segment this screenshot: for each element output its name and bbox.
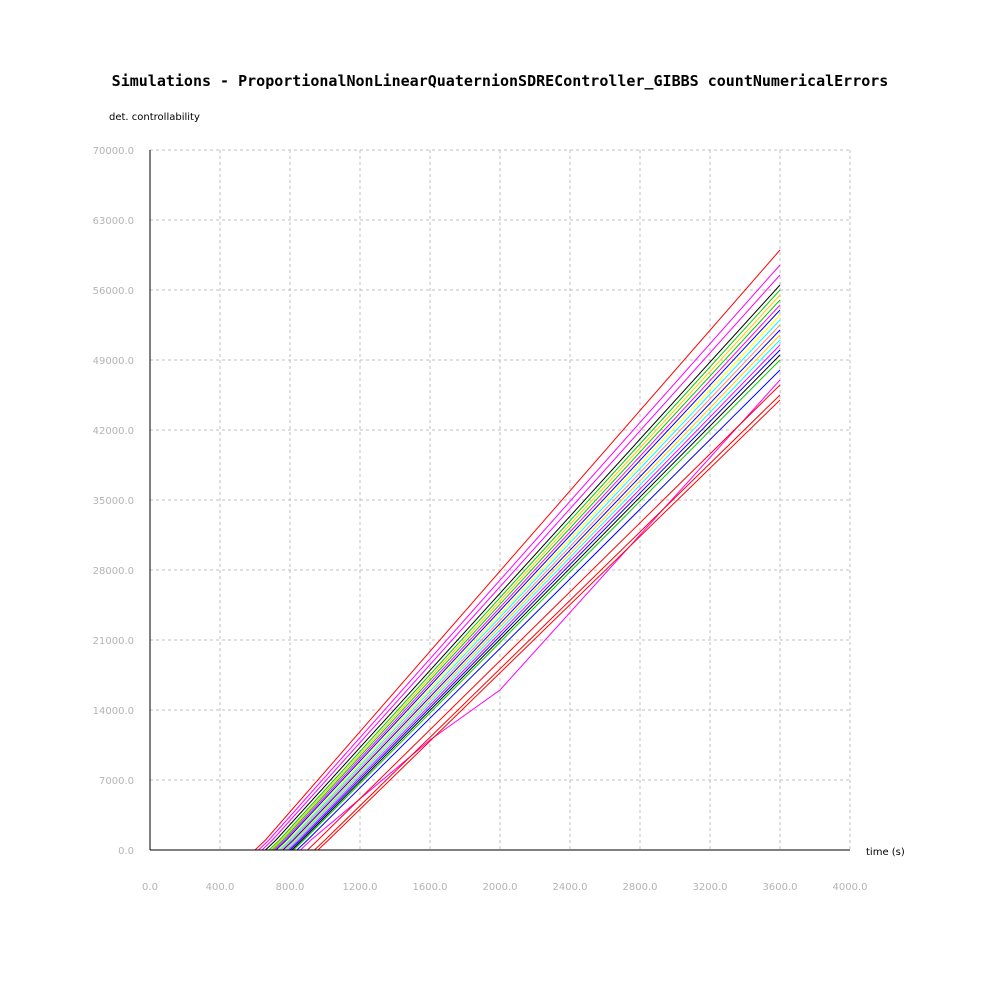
series-line (150, 284, 781, 851)
grid-lines (150, 149, 851, 850)
x-tick-label: 0.0 (142, 882, 158, 893)
x-tick-label: 1600.0 (413, 882, 448, 893)
y-tick-label: 42000.0 (93, 426, 134, 437)
series-line (150, 264, 781, 851)
y-tick-label: 63000.0 (93, 216, 134, 227)
axes (149, 150, 850, 851)
chart-title: Simulations - ProportionalNonLinearQuate… (112, 72, 889, 90)
series-line (150, 249, 781, 851)
series-line (150, 304, 781, 851)
x-tick-label: 400.0 (206, 882, 235, 893)
y-tick-label: 28000.0 (93, 566, 134, 577)
series-line (150, 274, 781, 851)
x-tick-label: 1200.0 (343, 882, 378, 893)
y-tick-label: 0.0 (118, 846, 134, 857)
series-line (150, 329, 781, 851)
x-tick-label: 2000.0 (483, 882, 518, 893)
series-line (150, 334, 781, 851)
x-tick-label: 3600.0 (763, 882, 798, 893)
y-tick-label: 70000.0 (93, 146, 134, 157)
x-axis-label: time (s) (866, 847, 905, 858)
series-line (150, 309, 781, 851)
series-line (150, 394, 781, 851)
series-line (150, 314, 781, 851)
x-tick-label: 2400.0 (553, 882, 588, 893)
series-line (150, 319, 781, 851)
series-line (150, 294, 781, 851)
y-tick-label: 14000.0 (93, 706, 134, 717)
y-tick-label: 35000.0 (93, 496, 134, 507)
y-tick-label: 49000.0 (93, 356, 134, 367)
y-tick-label: 56000.0 (93, 286, 134, 297)
x-tick-label: 3200.0 (693, 882, 728, 893)
tick-labels: 0.0 400.0 800.0 1200.0 1600.0 2000.0 2400.0 280… (93, 146, 868, 893)
series-line (150, 299, 781, 851)
x-tick-label: 2800.0 (623, 882, 658, 893)
y-axis-label: det. controllability (109, 112, 200, 123)
x-tick-label: 800.0 (276, 882, 305, 893)
series-lines (150, 249, 781, 851)
y-tick-label: 7000.0 (99, 776, 134, 787)
x-tick-label: 4000.0 (833, 882, 868, 893)
y-tick-label: 21000.0 (93, 636, 134, 647)
series-line (150, 324, 781, 851)
